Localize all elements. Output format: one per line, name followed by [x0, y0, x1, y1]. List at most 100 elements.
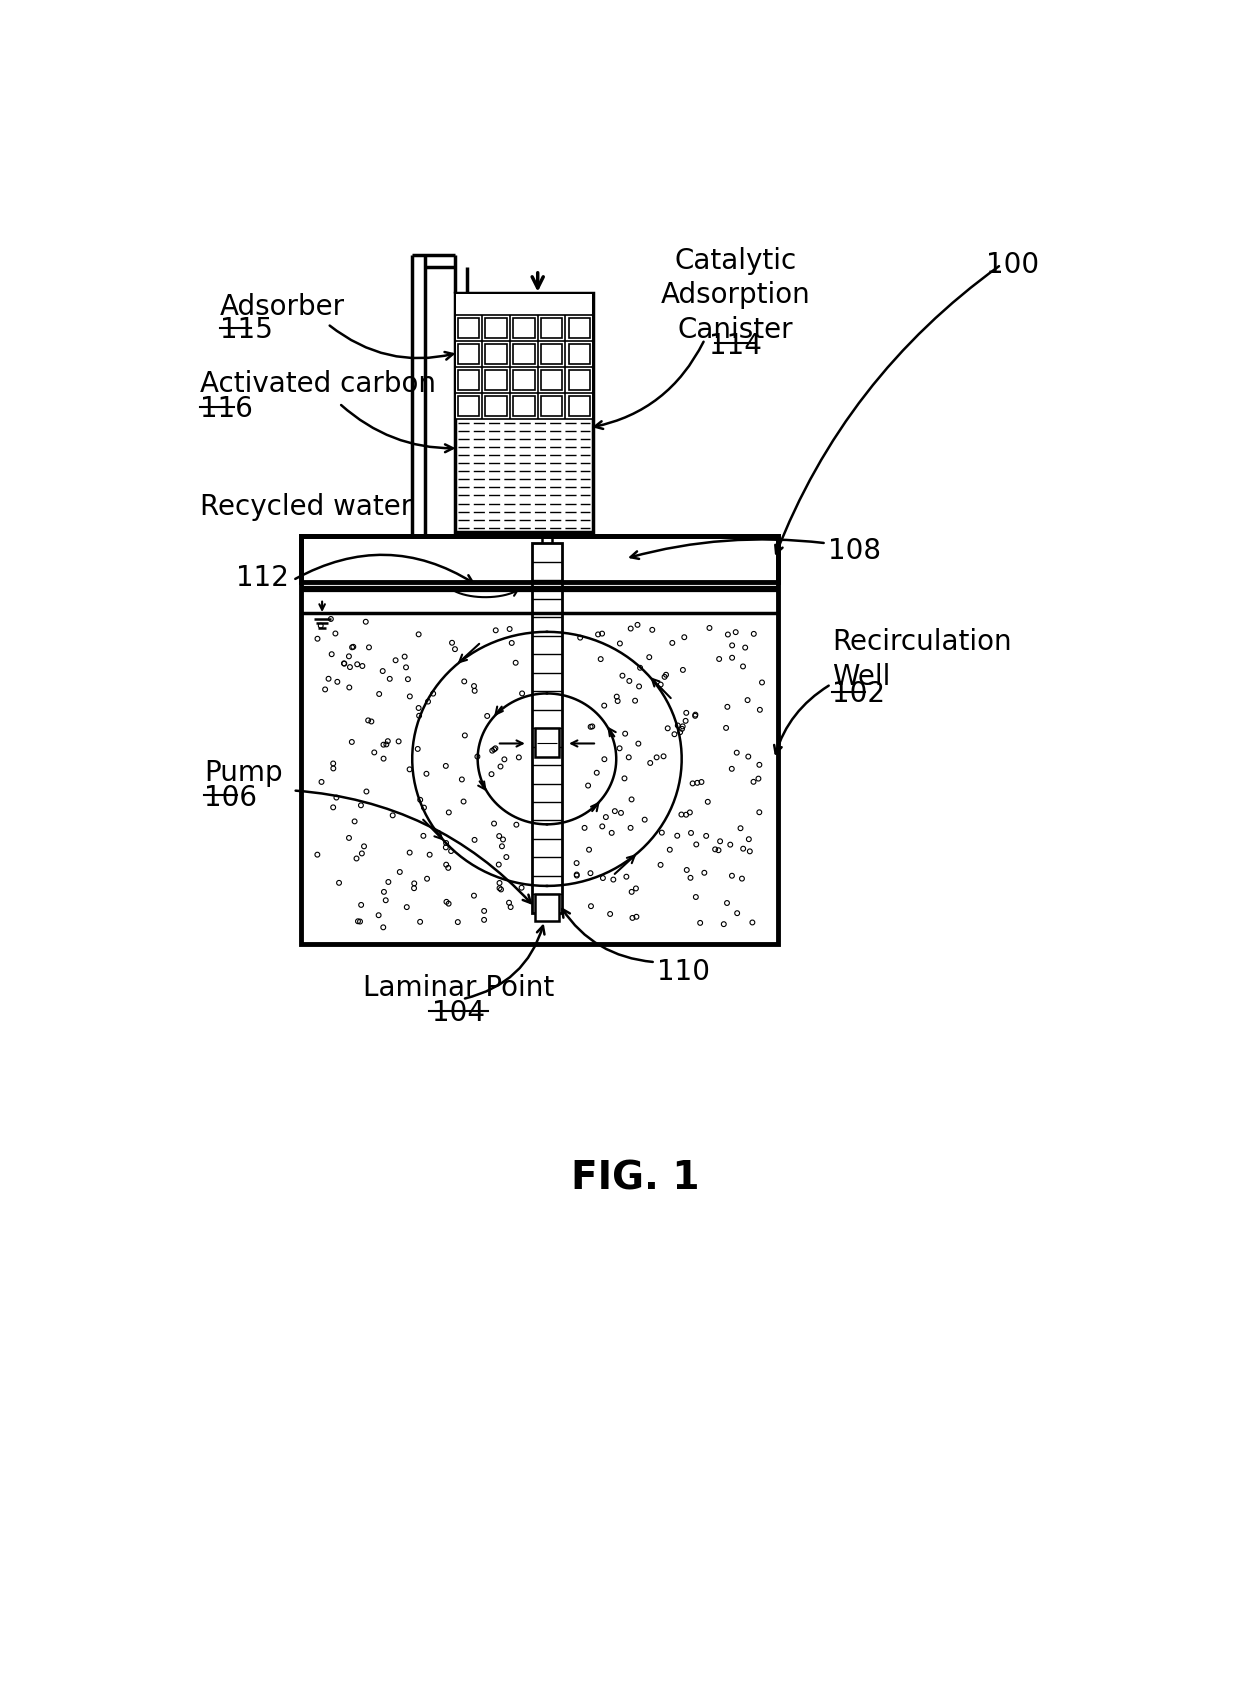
Point: [339, 825, 358, 852]
Point: [621, 615, 641, 642]
Point: [692, 769, 712, 796]
Point: [739, 825, 759, 852]
Point: [587, 758, 606, 786]
Point: [311, 612, 331, 639]
Point: [368, 901, 388, 929]
Point: [410, 786, 430, 813]
Text: Adsorber: Adsorber: [219, 293, 345, 320]
Point: [409, 694, 429, 721]
Point: [352, 840, 372, 867]
Point: [744, 620, 764, 648]
Point: [404, 869, 424, 896]
Point: [418, 688, 438, 716]
Point: [365, 740, 384, 767]
Point: [727, 740, 746, 767]
Point: [482, 738, 502, 765]
Point: [749, 751, 769, 779]
Point: [455, 722, 475, 750]
Point: [590, 646, 610, 673]
Point: [378, 728, 398, 755]
Point: [356, 608, 376, 636]
Point: [491, 753, 511, 780]
Bar: [485, 370, 507, 390]
Point: [340, 673, 360, 700]
Point: [486, 734, 506, 762]
Point: [389, 859, 409, 886]
Point: [696, 823, 715, 850]
Point: [629, 729, 649, 757]
Point: [500, 615, 520, 642]
Point: [474, 898, 494, 925]
Text: 104: 104: [432, 999, 485, 1028]
Point: [733, 653, 753, 680]
Text: Catalytic
Adsorption
Canister: Catalytic Adsorption Canister: [661, 247, 811, 344]
Text: 116: 116: [201, 395, 253, 423]
Point: [340, 653, 360, 680]
Point: [727, 900, 746, 927]
Point: [670, 719, 689, 746]
Point: [373, 745, 393, 772]
Point: [324, 794, 343, 821]
Point: [580, 714, 600, 741]
Point: [409, 620, 429, 648]
Point: [409, 702, 429, 729]
Point: [738, 743, 758, 770]
Point: [629, 673, 649, 700]
Point: [441, 837, 461, 864]
Point: [339, 642, 358, 670]
Point: [443, 629, 463, 656]
Point: [413, 823, 433, 850]
Point: [397, 893, 417, 920]
Point: [360, 634, 379, 661]
Point: [709, 646, 729, 673]
Point: [740, 838, 760, 866]
Point: [722, 644, 742, 671]
Point: [722, 862, 742, 889]
Point: [681, 820, 701, 847]
Point: [615, 765, 635, 792]
Point: [616, 862, 636, 889]
Point: [496, 843, 516, 871]
Bar: [513, 370, 534, 390]
Point: [414, 794, 434, 821]
Text: 110: 110: [657, 958, 711, 985]
Point: [465, 826, 485, 854]
Point: [315, 676, 335, 704]
Bar: [458, 317, 479, 337]
Point: [673, 712, 693, 740]
Point: [351, 792, 371, 820]
Point: [580, 859, 600, 886]
Point: [717, 714, 737, 741]
Text: Pump: Pump: [205, 758, 283, 787]
Point: [508, 743, 528, 770]
Point: [436, 751, 456, 779]
Text: 106: 106: [205, 784, 257, 811]
Point: [708, 837, 728, 864]
Point: [439, 889, 459, 917]
Text: 115: 115: [219, 317, 273, 344]
Point: [657, 714, 677, 741]
Bar: [300, 535, 777, 581]
Point: [491, 876, 511, 903]
Bar: [485, 317, 507, 337]
Point: [635, 806, 655, 833]
Point: [720, 832, 740, 859]
Point: [675, 624, 694, 651]
Point: [749, 765, 769, 792]
Point: [722, 755, 742, 782]
Text: 108: 108: [828, 537, 880, 566]
Point: [687, 769, 707, 796]
Point: [621, 878, 641, 905]
Point: [370, 680, 389, 707]
Point: [753, 668, 773, 695]
Point: [351, 891, 371, 918]
Point: [583, 712, 603, 740]
Point: [600, 900, 620, 927]
Point: [474, 907, 494, 934]
Point: [308, 625, 327, 653]
Point: [377, 731, 397, 758]
Point: [662, 629, 682, 656]
Point: [651, 852, 671, 879]
Bar: [568, 317, 590, 337]
Point: [379, 665, 399, 692]
